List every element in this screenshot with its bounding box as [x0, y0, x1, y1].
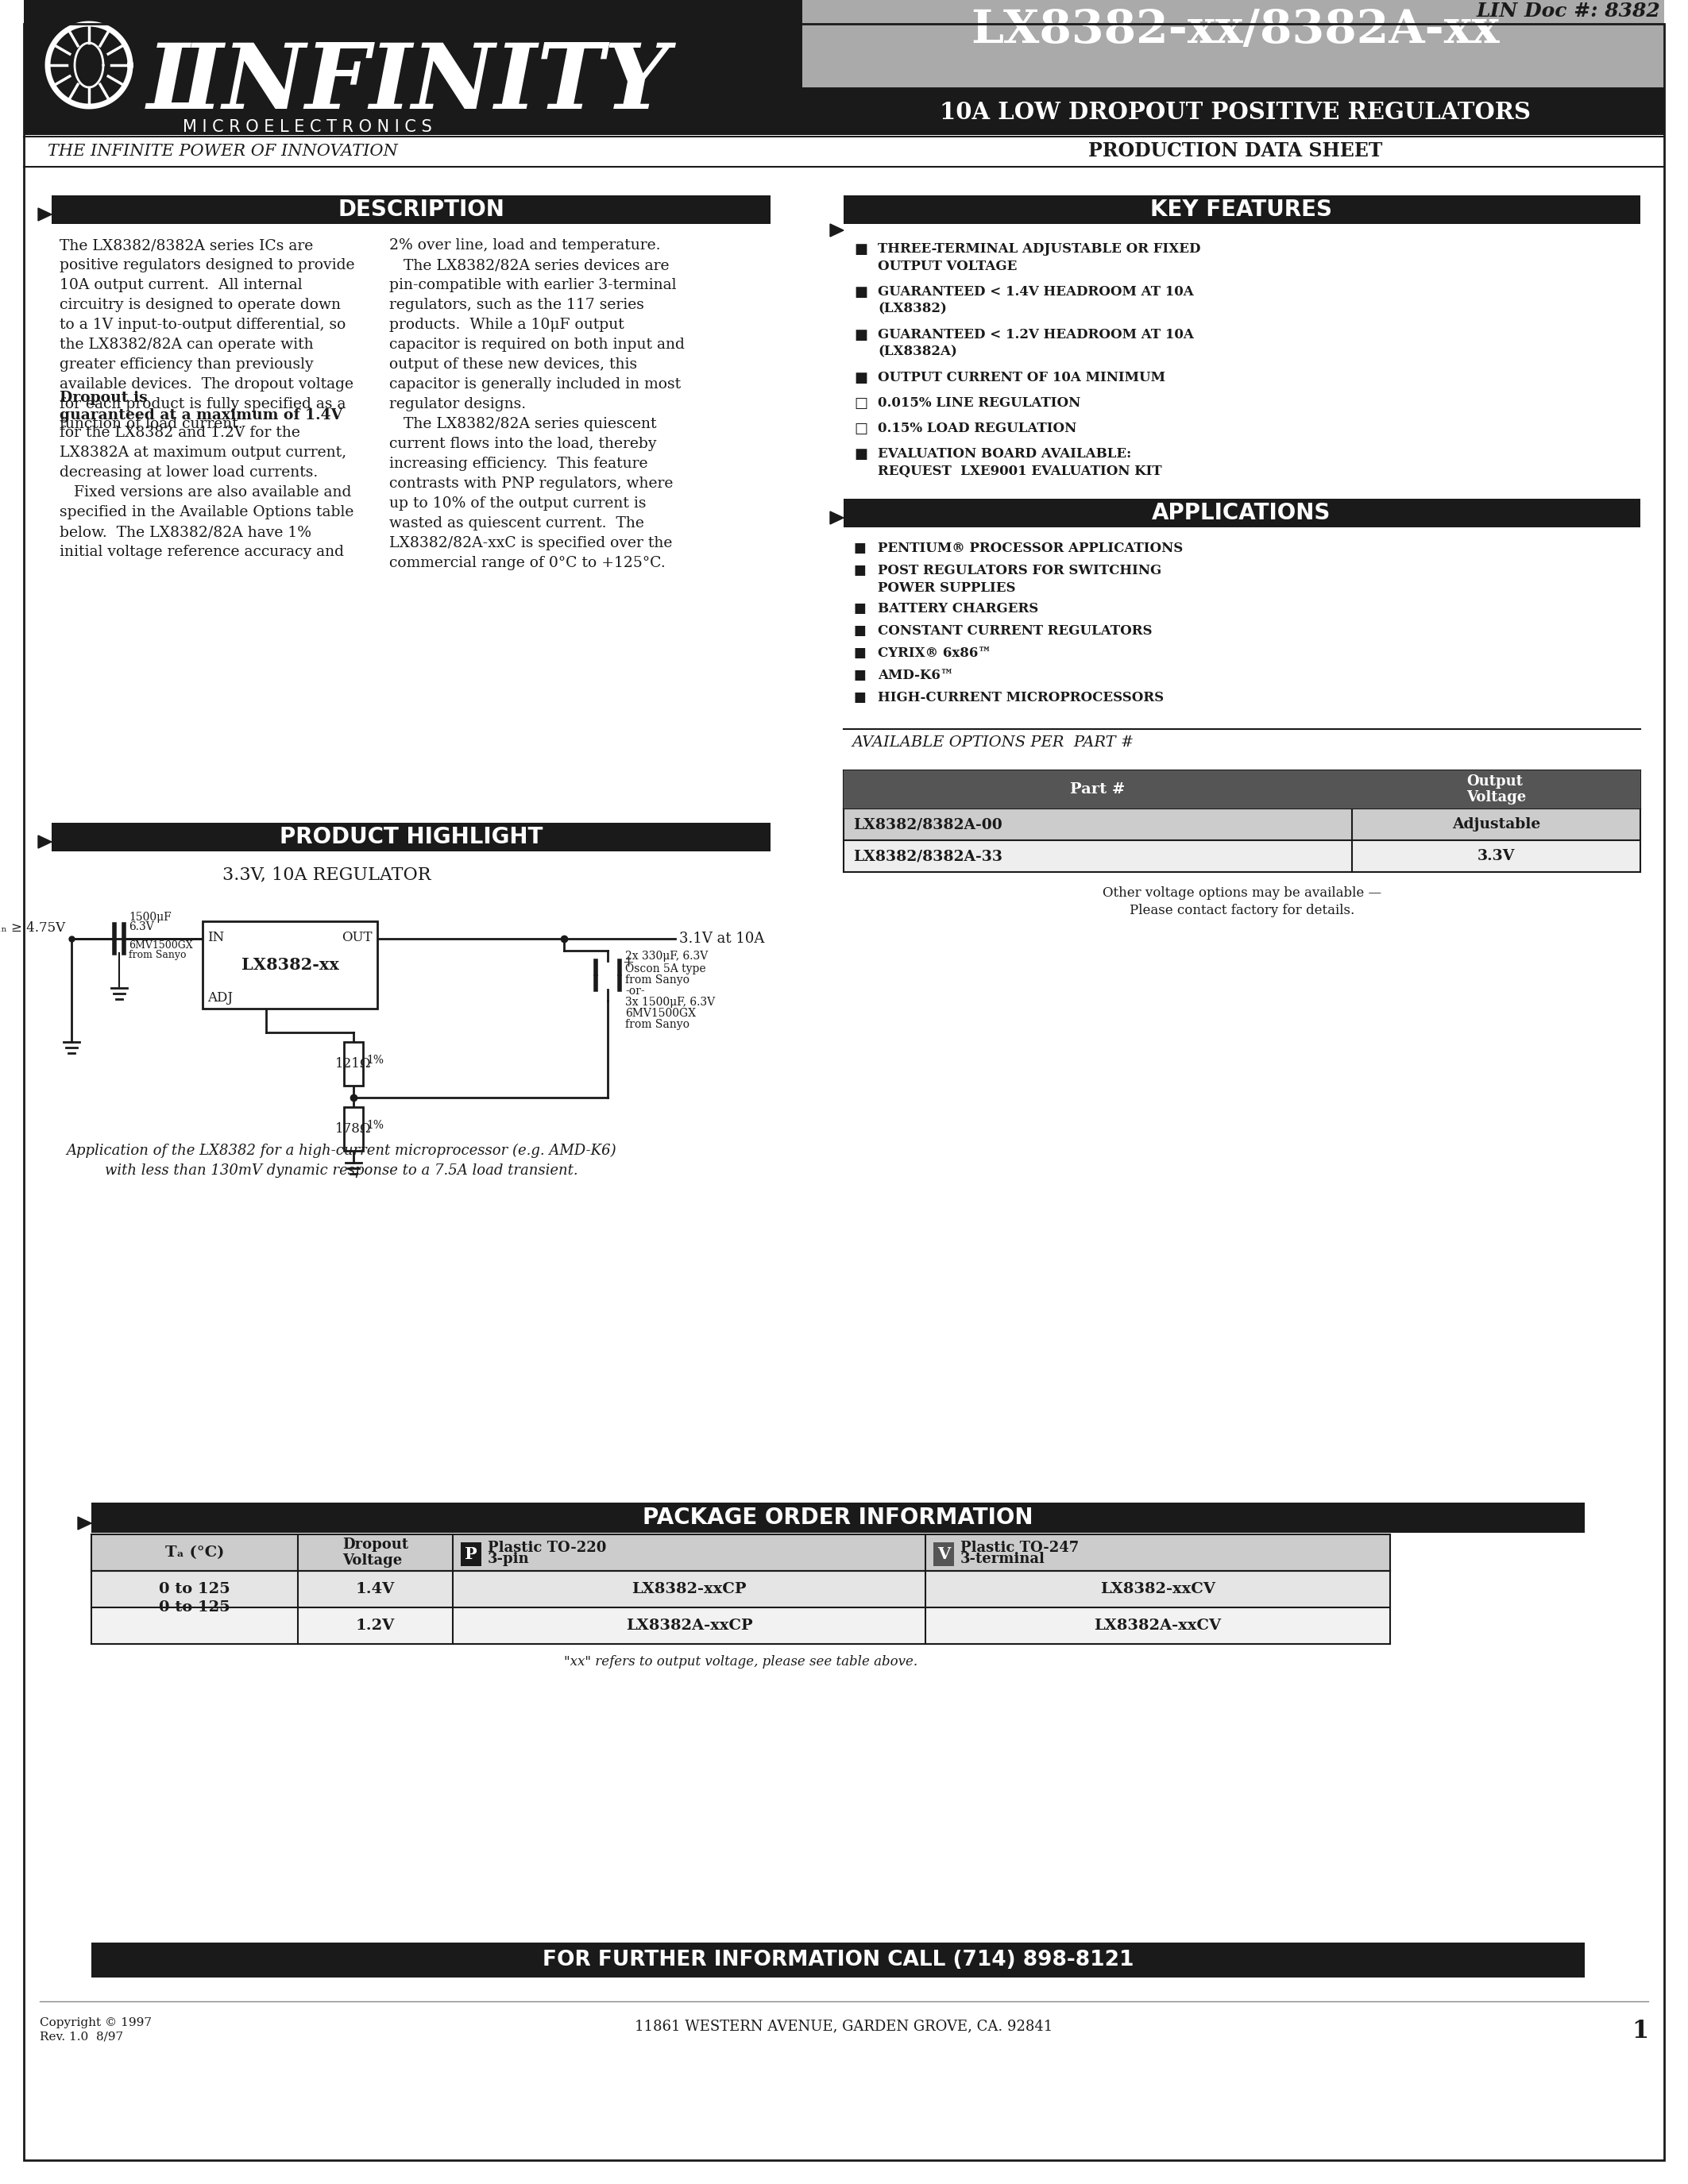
Text: Copyright © 1997: Copyright © 1997	[41, 2018, 152, 2029]
Text: Oscon 5A type: Oscon 5A type	[625, 963, 706, 974]
Text: -or-: -or-	[625, 985, 645, 996]
Text: for the LX8382 and 1.2V for the
LX8382A at maximum output current,
decreasing at: for the LX8382 and 1.2V for the LX8382A …	[59, 426, 354, 559]
Text: ■: ■	[854, 328, 868, 343]
Text: 11861 WESTERN AVENUE, GARDEN GROVE, CA. 92841: 11861 WESTERN AVENUE, GARDEN GROVE, CA. …	[635, 2018, 1053, 2033]
Text: ■: ■	[854, 371, 868, 384]
Polygon shape	[39, 207, 52, 221]
Bar	[91, 1942, 1585, 1977]
Bar	[844, 808, 1641, 841]
Text: 0 to 125: 0 to 125	[159, 1581, 230, 1597]
Polygon shape	[830, 225, 844, 236]
Text: ■: ■	[854, 668, 866, 681]
Text: 3x 1500μF, 6.3V: 3x 1500μF, 6.3V	[625, 996, 716, 1007]
Text: □: □	[854, 422, 868, 437]
Bar	[203, 922, 378, 1009]
Text: LX8382A-xxCV: LX8382A-xxCV	[1094, 1618, 1222, 1634]
Text: BATTERY CHARGERS: BATTERY CHARGERS	[878, 603, 1038, 616]
Text: GUARANTEED < 1.2V HEADROOM AT 10A
(LX8382A): GUARANTEED < 1.2V HEADROOM AT 10A (LX838…	[878, 328, 1193, 358]
Text: 1%: 1%	[366, 1120, 383, 1131]
Text: THREE-TERMINAL ADJUSTABLE OR FIXED
OUTPUT VOLTAGE: THREE-TERMINAL ADJUSTABLE OR FIXED OUTPU…	[878, 242, 1200, 273]
Text: CONSTANT CURRENT REGULATORS: CONSTANT CURRENT REGULATORS	[878, 625, 1153, 638]
Text: 178Ω: 178Ω	[336, 1123, 371, 1136]
Bar	[91, 1570, 1391, 1607]
Text: ■: ■	[854, 286, 868, 299]
Polygon shape	[39, 836, 52, 847]
Polygon shape	[830, 511, 844, 524]
Text: 1: 1	[1632, 2018, 1647, 2044]
Text: 1%: 1%	[366, 1055, 383, 1066]
Text: from Sanyo: from Sanyo	[128, 950, 186, 961]
Text: ■: ■	[854, 690, 866, 705]
Text: 1.2V: 1.2V	[356, 1618, 395, 1634]
Text: "xx" refers to output voltage, please see table above.: "xx" refers to output voltage, please se…	[564, 1655, 918, 1669]
Text: 0.015% LINE REGULATION: 0.015% LINE REGULATION	[878, 395, 1080, 411]
Text: 3-pin: 3-pin	[488, 1553, 530, 1566]
Text: 1.4V: 1.4V	[356, 1581, 395, 1597]
Text: 3.3V: 3.3V	[1477, 850, 1516, 863]
Text: ■: ■	[854, 603, 866, 616]
Text: INFINITY: INFINITY	[181, 39, 670, 129]
Text: ■: ■	[854, 448, 868, 461]
Text: P: P	[464, 1546, 478, 1562]
Text: GUARANTEED < 1.4V HEADROOM AT 10A
(LX8382): GUARANTEED < 1.4V HEADROOM AT 10A (LX838…	[878, 286, 1193, 317]
Bar	[802, 0, 1664, 87]
Text: 10A LOW DROPOUT POSITIVE REGULATORS: 10A LOW DROPOUT POSITIVE REGULATORS	[940, 100, 1531, 124]
Bar	[344, 1107, 363, 1151]
Text: PRODUCTION DATA SHEET: PRODUCTION DATA SHEET	[1089, 142, 1382, 159]
Text: Plastic TO-220: Plastic TO-220	[488, 1540, 606, 1555]
Text: ■: ■	[854, 625, 866, 638]
Text: from Sanyo: from Sanyo	[625, 1020, 689, 1031]
Bar	[24, 0, 802, 135]
Text: 3.3V, 10A REGULATOR: 3.3V, 10A REGULATOR	[223, 865, 430, 882]
Bar	[844, 771, 1641, 808]
Text: OUT: OUT	[343, 930, 373, 943]
Text: Plastic TO-247: Plastic TO-247	[960, 1540, 1079, 1555]
Text: LX8382-xx: LX8382-xx	[241, 957, 339, 972]
Text: LX8382A-xxCP: LX8382A-xxCP	[626, 1618, 753, 1634]
Text: 1500μF: 1500μF	[128, 911, 172, 924]
Text: POST REGULATORS FOR SWITCHING
POWER SUPPLIES: POST REGULATORS FOR SWITCHING POWER SUPP…	[878, 563, 1161, 594]
Text: ■: ■	[854, 646, 866, 660]
Text: LX8382-xxCP: LX8382-xxCP	[631, 1581, 746, 1597]
Text: Tₐ (°C): Tₐ (°C)	[165, 1546, 225, 1559]
Text: from Sanyo: from Sanyo	[625, 974, 689, 985]
Bar	[844, 194, 1641, 225]
Bar	[91, 1607, 1391, 1645]
Text: ADJ: ADJ	[208, 992, 233, 1005]
Text: APPLICATIONS: APPLICATIONS	[1151, 502, 1332, 524]
Text: 3.1V at 10A: 3.1V at 10A	[679, 933, 765, 946]
Text: AVAILABLE OPTIONS PER  PART #: AVAILABLE OPTIONS PER PART #	[851, 736, 1134, 749]
Bar	[802, 87, 1664, 135]
Text: EVALUATION BOARD AVAILABLE:
REQUEST  LXE9001 EVALUATION KIT: EVALUATION BOARD AVAILABLE: REQUEST LXE9…	[878, 448, 1161, 478]
Text: V: V	[937, 1546, 950, 1562]
Bar	[52, 194, 770, 225]
Text: The LX8382/8382A series ICs are
positive regulators designed to provide
10A outp: The LX8382/8382A series ICs are positive…	[59, 238, 354, 430]
Text: 6MV1500GX: 6MV1500GX	[128, 941, 192, 950]
Text: Application of the LX8382 for a high-current microprocessor (e.g. AMD-K6)
with l: Application of the LX8382 for a high-cur…	[66, 1144, 616, 1177]
Text: ■: ■	[854, 542, 866, 555]
Bar	[844, 498, 1641, 526]
Text: 6.3V: 6.3V	[128, 922, 154, 933]
Text: 6MV1500GX: 6MV1500GX	[625, 1007, 695, 1020]
Text: +: +	[621, 954, 635, 970]
Text: 121Ω: 121Ω	[336, 1057, 371, 1070]
Text: V₁ₙ ≥ 4.75V: V₁ₙ ≥ 4.75V	[0, 922, 66, 935]
Bar	[91, 1503, 1585, 1533]
Text: ■: ■	[854, 242, 868, 256]
Text: LIN Doc #: 8382: LIN Doc #: 8382	[1475, 2, 1661, 20]
Text: THE INFINITE POWER OF INNOVATION: THE INFINITE POWER OF INNOVATION	[47, 144, 398, 159]
Text: PENTIUM® PROCESSOR APPLICATIONS: PENTIUM® PROCESSOR APPLICATIONS	[878, 542, 1183, 555]
Text: CYRIX® 6x86™: CYRIX® 6x86™	[878, 646, 991, 660]
Text: M I C R O E L E C T R O N I C S: M I C R O E L E C T R O N I C S	[182, 120, 432, 135]
Polygon shape	[78, 1518, 91, 1529]
Text: ■: ■	[854, 563, 866, 577]
Text: 2% over line, load and temperature.
   The LX8382/82A series devices are
pin-com: 2% over line, load and temperature. The …	[390, 238, 685, 570]
Text: KEY FEATURES: KEY FEATURES	[1151, 199, 1332, 221]
Text: AMD-K6™: AMD-K6™	[878, 668, 954, 681]
Text: LX8382-xx/8382A-xx: LX8382-xx/8382A-xx	[971, 9, 1499, 52]
Text: Other voltage options may be available —
Please contact factory for details.: Other voltage options may be available —…	[1102, 887, 1381, 917]
Text: 2x 330μF, 6.3V: 2x 330μF, 6.3V	[625, 950, 707, 961]
Text: □: □	[854, 395, 868, 411]
Bar	[933, 1542, 954, 1566]
Bar	[844, 841, 1641, 871]
